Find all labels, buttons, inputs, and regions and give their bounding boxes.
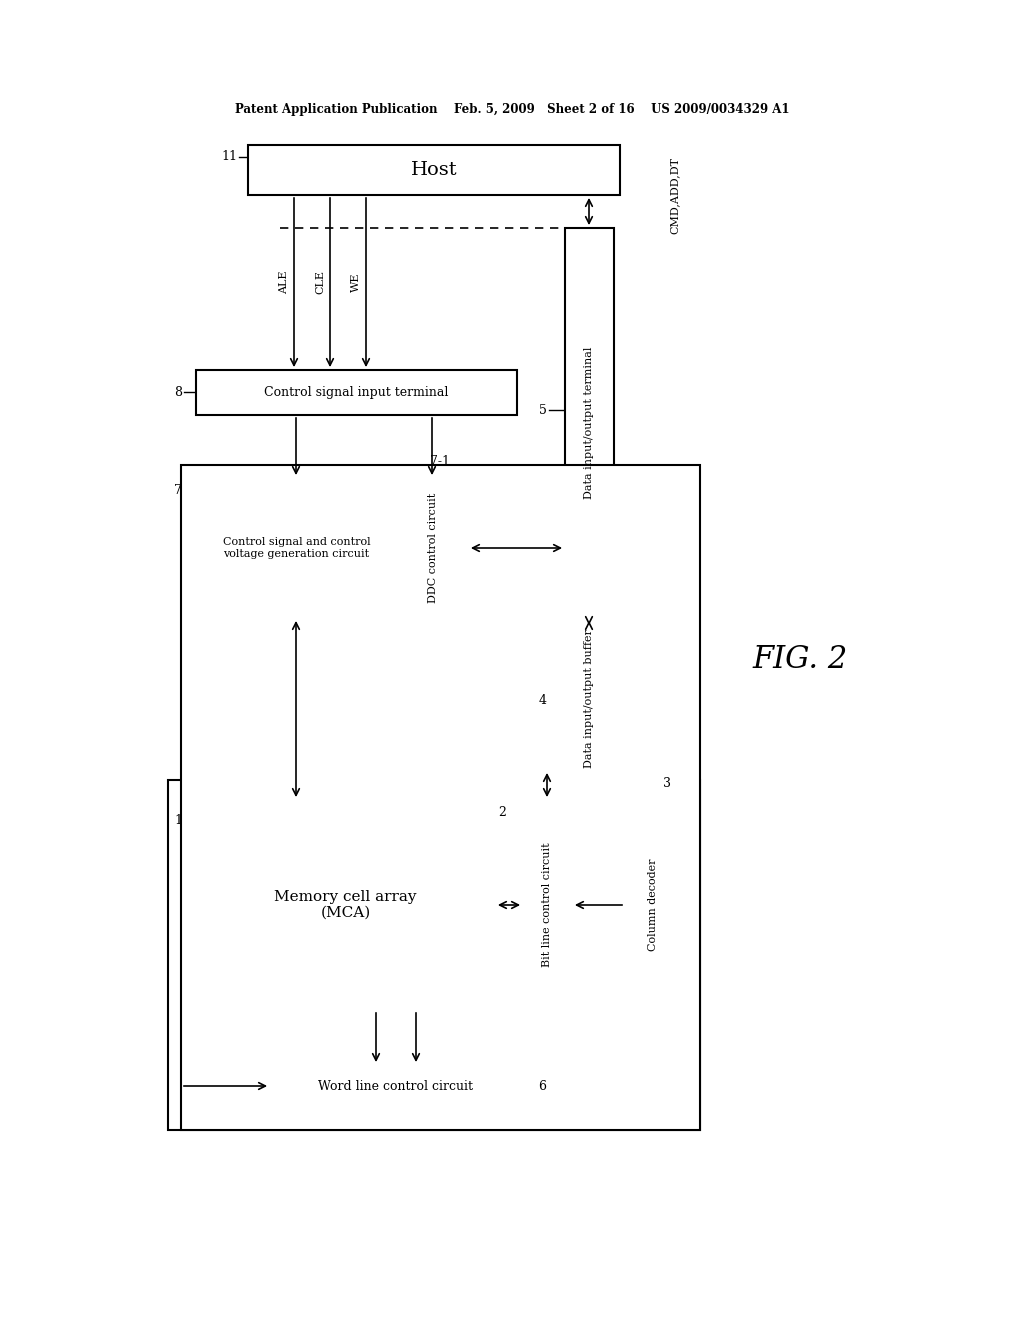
Text: Memory cell array
(MCA): Memory cell array (MCA)	[274, 890, 417, 920]
Text: 3: 3	[663, 777, 671, 789]
Bar	[196, 370, 517, 414]
Text: Word line control circuit: Word line control circuit	[318, 1080, 473, 1093]
Text: CMD,ADD,DT: CMD,ADD,DT	[670, 157, 680, 234]
Text: 4: 4	[539, 693, 547, 706]
Text: 6: 6	[538, 1081, 546, 1093]
Text: CLE: CLE	[315, 271, 325, 294]
Text: Bit line control circuit: Bit line control circuit	[543, 842, 553, 968]
Bar	[565, 228, 614, 618]
Text: DDC control circuit: DDC control circuit	[427, 492, 437, 603]
Bar	[168, 780, 700, 1130]
Bar	[248, 145, 620, 195]
Text: Control signal input terminal: Control signal input terminal	[264, 385, 449, 399]
Text: 5: 5	[539, 404, 547, 417]
Text: Control signal and control
voltage generation circuit: Control signal and control voltage gener…	[222, 537, 371, 558]
Bar	[625, 800, 680, 1010]
Text: Column decoder: Column decoder	[647, 859, 657, 952]
Text: 7-1: 7-1	[430, 455, 450, 469]
Bar	[565, 628, 614, 770]
Text: Host: Host	[411, 161, 458, 180]
Text: 8: 8	[174, 385, 182, 399]
Text: 7: 7	[174, 483, 182, 496]
Bar	[196, 800, 495, 1010]
Bar	[181, 465, 700, 1130]
Text: WE: WE	[351, 272, 361, 292]
Text: 2: 2	[498, 805, 506, 818]
Text: Patent Application Publication    Feb. 5, 2009   Sheet 2 of 16    US 2009/003432: Patent Application Publication Feb. 5, 2…	[234, 103, 790, 116]
Text: ALE: ALE	[279, 271, 289, 294]
Text: Data input/output terminal: Data input/output terminal	[585, 347, 595, 499]
Bar	[397, 478, 468, 618]
Bar	[196, 478, 397, 618]
Bar	[523, 800, 572, 1010]
Text: 11: 11	[221, 150, 237, 164]
Bar	[270, 1065, 522, 1107]
Text: FIG. 2: FIG. 2	[753, 644, 848, 676]
Text: 1: 1	[174, 813, 182, 826]
Text: Data input/output buffer: Data input/output buffer	[585, 630, 595, 768]
